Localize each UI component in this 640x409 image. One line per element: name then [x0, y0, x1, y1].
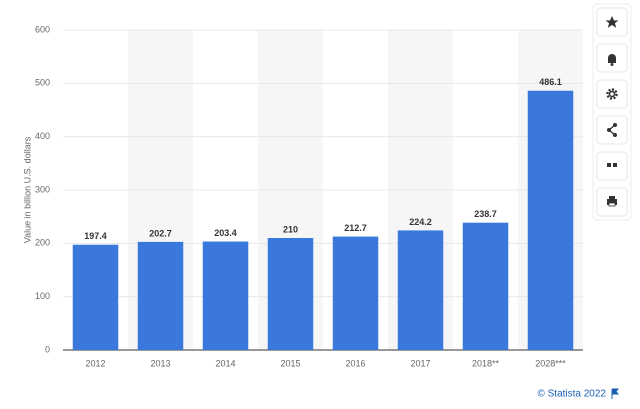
settings-button[interactable]	[596, 79, 628, 109]
value-label: 212.7	[344, 223, 367, 233]
value-label: 203.4	[214, 228, 237, 238]
x-tick-label: 2014	[215, 358, 235, 368]
bar	[267, 238, 314, 350]
value-label: 202.7	[149, 228, 172, 238]
value-label: 210	[283, 224, 298, 234]
y-tick-label: 500	[35, 78, 50, 88]
sidebar	[592, 3, 632, 221]
y-tick-label: 300	[35, 184, 50, 194]
bar	[397, 230, 444, 350]
x-tick-label: 2015	[280, 358, 300, 368]
x-tick-label: 2016	[345, 358, 365, 368]
print-button[interactable]	[596, 187, 628, 217]
y-axis-label: Value in billion U.S. dollars	[22, 136, 32, 243]
bar	[332, 236, 379, 350]
x-tick-label: 2013	[150, 358, 170, 368]
share-button[interactable]	[596, 115, 628, 145]
value-label: 486.1	[539, 77, 562, 87]
bar	[137, 241, 184, 350]
x-tick-label: 2012	[85, 358, 105, 368]
star-button[interactable]	[596, 7, 628, 37]
y-tick-label: 400	[35, 131, 50, 141]
x-tick-label: 2028***	[535, 358, 566, 368]
value-label: 224.2	[409, 217, 432, 227]
bar	[202, 241, 249, 350]
y-tick-label: 0	[45, 344, 50, 354]
x-tick-label: 2017	[410, 358, 430, 368]
bar	[527, 90, 574, 350]
y-tick-label: 200	[35, 238, 50, 248]
bar	[462, 222, 509, 350]
bar	[72, 244, 119, 350]
bell-button[interactable]	[596, 43, 628, 73]
y-tick-label: 600	[35, 24, 50, 34]
y-tick-label: 100	[35, 291, 50, 301]
x-tick-label: 2018**	[472, 358, 500, 368]
value-label: 238.7	[474, 209, 497, 219]
source[interactable]: © Statista 2022	[537, 389, 606, 400]
value-label: 197.4	[84, 231, 107, 241]
flag-icon[interactable]	[611, 388, 620, 399]
cite-button[interactable]	[596, 151, 628, 181]
